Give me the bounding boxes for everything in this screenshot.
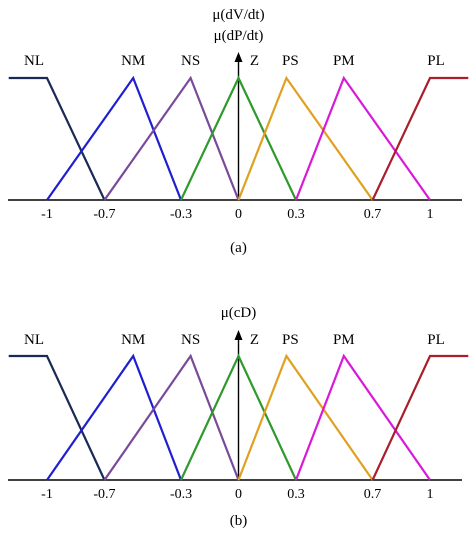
- series-label-nl: NL: [24, 332, 44, 348]
- series-ns: [103, 353, 240, 481]
- y-axis-label: μ(dV/dt): [212, 7, 264, 23]
- series-label-nm: NM: [121, 332, 145, 348]
- series-label-z: Z: [250, 332, 259, 348]
- series-label-ps: PS: [282, 332, 299, 348]
- series-ps: [237, 75, 374, 201]
- series-label-ns: NS: [181, 53, 200, 69]
- series-label-z: Z: [250, 53, 259, 69]
- tick-label: -0.7: [93, 487, 115, 502]
- series-z: [180, 75, 297, 201]
- tick-label: 0: [235, 487, 242, 502]
- tick-label: 0.3: [287, 207, 305, 222]
- panel-caption: (a): [230, 240, 247, 256]
- series-pm: [294, 75, 431, 201]
- series-label-pm: PM: [333, 332, 355, 348]
- series-label-ps: PS: [282, 53, 299, 69]
- series-label-pl: PL: [427, 332, 445, 348]
- y-axis-arrow-icon: [234, 330, 243, 340]
- tick-label: 1: [427, 487, 434, 502]
- tick-label: -1: [41, 487, 53, 502]
- panel-b: μ(cD) NL NM NS Z PS PM PL -1 -0.7 -0.3 0 0.3 0.7 1 (b): [8, 305, 469, 529]
- tick-label: 0.7: [364, 207, 382, 222]
- tick-label: 0: [235, 207, 242, 222]
- series-pl: [371, 354, 469, 481]
- tick-label: 0.3: [287, 487, 305, 502]
- y-axis-label: μ(cD): [221, 305, 257, 321]
- tick-label: -0.7: [93, 207, 115, 222]
- tick-label: 0.7: [364, 487, 382, 502]
- series-ps: [237, 353, 374, 481]
- series-z: [180, 353, 297, 481]
- series-nl: [8, 354, 106, 481]
- y-axis-label: μ(dP/dt): [214, 28, 264, 44]
- series-label-pm: PM: [333, 53, 355, 69]
- tick-label: 1: [427, 207, 434, 222]
- tick-label: -0.3: [170, 207, 192, 222]
- series-label-nm: NM: [121, 53, 145, 69]
- y-axis-arrow-icon: [234, 52, 243, 62]
- series-label-nl: NL: [24, 53, 44, 69]
- panel-caption: (b): [230, 513, 248, 529]
- series-pm: [294, 353, 431, 481]
- series-ns: [103, 75, 240, 201]
- series-nm: [46, 353, 183, 481]
- tick-label: -0.3: [170, 487, 192, 502]
- series-label-ns: NS: [181, 332, 200, 348]
- series-nl: [8, 76, 106, 201]
- series-label-pl: PL: [427, 53, 445, 69]
- panel-a: μ(dV/dt) μ(dP/dt) NL NM NS Z PS PM PL -1 -0.7 -0.3 0…: [8, 7, 469, 256]
- tick-label: -1: [41, 207, 53, 222]
- series-nm: [46, 75, 183, 201]
- series-pl: [371, 76, 469, 201]
